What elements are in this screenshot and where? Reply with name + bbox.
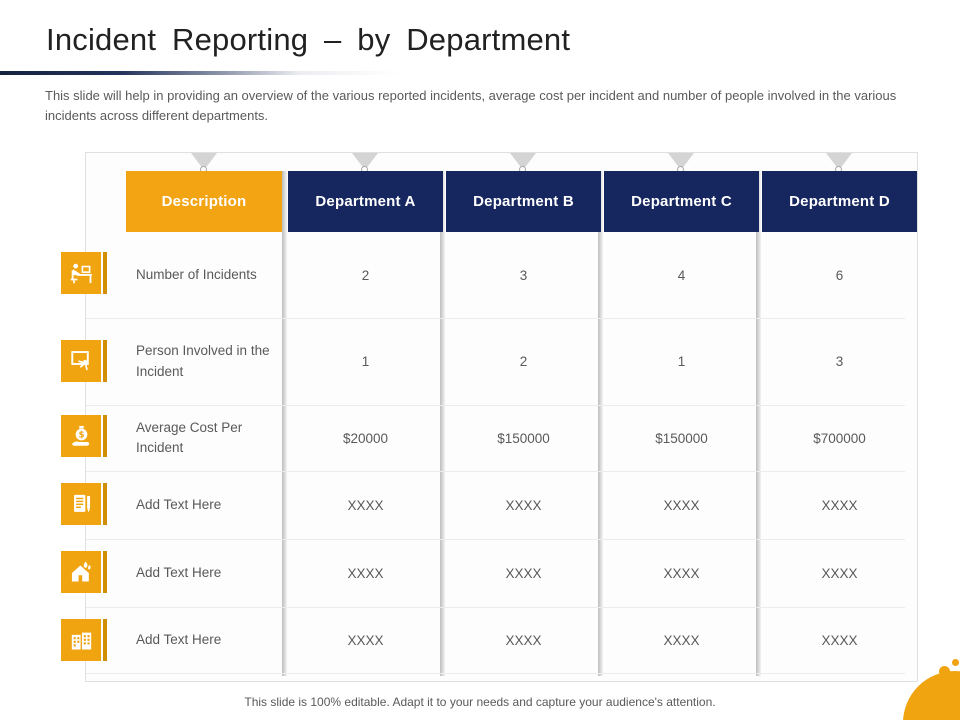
- cell-value: 2: [361, 267, 370, 283]
- slide-subtitle: This slide will help in providing an ove…: [45, 88, 897, 124]
- row-label-placeholder[interactable]: Add Text Here: [136, 496, 222, 512]
- burning-house-icon: [61, 551, 107, 593]
- table-row: Add Text Here XXXX XXXX XXXX XXXX: [86, 607, 905, 674]
- row-label-placeholder[interactable]: Add Text Here: [136, 564, 222, 580]
- injured-person-at-desk-icon: [61, 252, 107, 294]
- cell-value-placeholder[interactable]: XXXX: [505, 497, 542, 513]
- cell-value-placeholder[interactable]: XXXX: [821, 632, 858, 648]
- cell-value-placeholder[interactable]: XXXX: [663, 497, 700, 513]
- damaged-buildings-icon: [61, 619, 107, 661]
- bubble-decoration: [952, 659, 959, 666]
- money-bag-in-hand-icon: $: [61, 415, 107, 457]
- cell-value-placeholder[interactable]: XXXX: [347, 497, 384, 513]
- cell-value: $700000: [813, 430, 866, 446]
- incident-table-panel: Description Department A Department B De…: [85, 152, 918, 682]
- table-row: Add Text Here XXXX XXXX XXXX XXXX: [86, 539, 905, 608]
- cell-value: $150000: [497, 430, 550, 446]
- header-department-c: Department C: [604, 171, 759, 232]
- cell-value-placeholder[interactable]: XXXX: [821, 565, 858, 581]
- person-falling-from-window-icon: [61, 340, 107, 382]
- row-label-placeholder[interactable]: Add Text Here: [136, 631, 222, 647]
- cell-value-placeholder[interactable]: XXXX: [347, 565, 384, 581]
- cell-value: $20000: [342, 430, 389, 446]
- row-label: Average Cost Per Incident: [136, 419, 243, 455]
- hanger-pin-icon: [191, 153, 217, 175]
- header-description: Description: [126, 171, 282, 232]
- cell-value: $150000: [655, 430, 708, 446]
- cell-value: 6: [835, 267, 844, 283]
- cell-value-placeholder[interactable]: XXXX: [505, 565, 542, 581]
- cell-value: 4: [677, 267, 686, 283]
- title-underline: [0, 71, 400, 75]
- editable-note: This slide is 100% editable. Adapt it to…: [244, 695, 716, 709]
- cell-value: 1: [361, 354, 370, 369]
- cell-value-placeholder[interactable]: XXXX: [663, 565, 700, 581]
- table-row: Person Involved in the Incident 1 2 1 3: [86, 318, 905, 406]
- cell-value-placeholder[interactable]: XXXX: [505, 632, 542, 648]
- row-label: Number of Incidents: [136, 266, 257, 282]
- cell-value: 3: [519, 267, 528, 283]
- column-divider: [282, 171, 287, 676]
- cell-value: 2: [519, 354, 528, 369]
- table-row: Average Cost Per Incident $20000 $150000…: [86, 405, 905, 472]
- header-department-a: Department A: [288, 171, 443, 232]
- header-department-d: Department D: [762, 171, 917, 232]
- cell-value: 3: [835, 354, 844, 369]
- column-divider: [440, 171, 445, 676]
- column-divider: [598, 171, 603, 676]
- cell-value-placeholder[interactable]: XXXX: [347, 632, 384, 648]
- svg-text:$: $: [78, 429, 84, 439]
- header-department-b: Department B: [446, 171, 601, 232]
- cell-value-placeholder[interactable]: XXXX: [663, 632, 700, 648]
- page-title: Incident Reporting – by Department: [46, 22, 571, 57]
- table-row: Add Text Here XXXX XXXX XXXX XXXX: [86, 471, 905, 540]
- table-row: Number of Incidents 2 3 4 6: [86, 232, 905, 319]
- column-divider: [756, 171, 761, 676]
- hanger-pin-icon: [510, 153, 536, 175]
- cell-value-placeholder[interactable]: XXXX: [821, 497, 858, 513]
- report-document-icon: [61, 483, 107, 525]
- row-label: Person Involved in the Incident: [136, 343, 270, 379]
- cell-value: 1: [677, 354, 686, 369]
